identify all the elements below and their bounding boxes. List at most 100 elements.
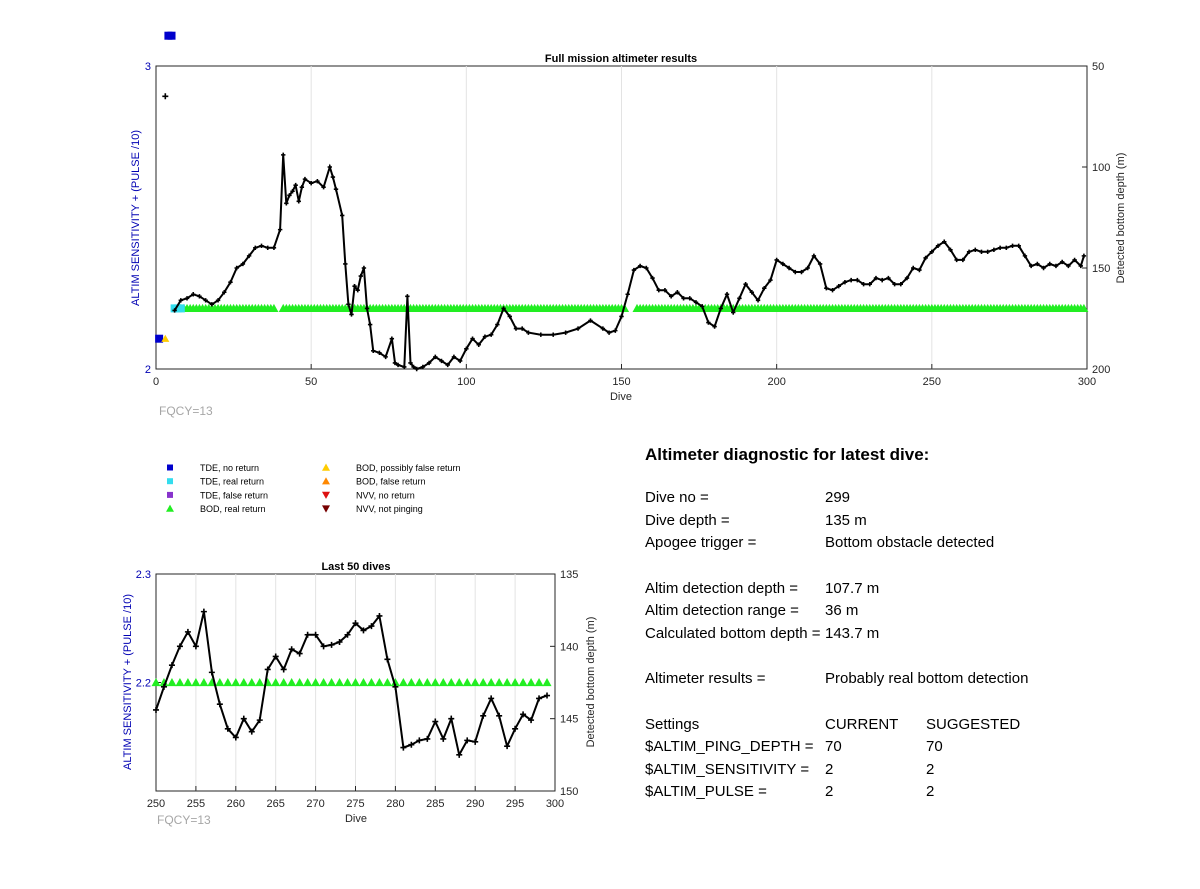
top-right-y-ticks: 50 100 150 200 [1082, 61, 1110, 376]
settings-header: Settings [645, 715, 700, 733]
depth-point [344, 631, 351, 638]
detection-range-value: 36 m [825, 602, 859, 619]
depth-point [240, 261, 246, 267]
depth-point [929, 249, 935, 255]
dive-depth-row: Dive depth = 135 m [645, 510, 1185, 533]
depth-point [340, 213, 345, 218]
y-right-tick-label: 200 [1092, 364, 1110, 376]
legend-marker [166, 504, 174, 512]
bod-real-marker [470, 678, 480, 687]
status-marker [155, 334, 164, 343]
top-x-ticks: 0 50 100 150 200 250 300 [153, 364, 1096, 388]
status-marker [162, 93, 169, 100]
depth-point [176, 643, 183, 650]
bod-real-marker [1079, 303, 1089, 312]
dive-no-row: Dive no = 299 [645, 487, 1185, 510]
depth-point [192, 643, 199, 650]
depth-point [259, 243, 264, 248]
depth-point [389, 336, 395, 341]
depth-point [482, 334, 488, 339]
depth-point [973, 247, 978, 253]
depth-point [315, 178, 320, 184]
depth-point [299, 185, 305, 190]
bod-real-marker [223, 678, 233, 687]
bod-real-marker [191, 678, 201, 687]
current-header: CURRENT [825, 715, 899, 733]
depth-point [520, 711, 527, 718]
depth-point [1041, 265, 1046, 271]
depth-point [613, 328, 618, 333]
diagnostic-panel: Altimeter diagnostic for latest dive: Di… [645, 445, 1185, 804]
depth-point [1081, 253, 1087, 259]
depth-point [861, 281, 866, 287]
legend-marker [167, 478, 173, 485]
depth-point [979, 249, 984, 255]
depth-point [302, 176, 308, 182]
depth-point [216, 701, 223, 708]
depth-point [308, 180, 314, 186]
x-tick-label: 285 [426, 798, 444, 810]
bod-real-marker [279, 678, 289, 687]
depth-point [793, 269, 798, 275]
depth-point [349, 312, 354, 317]
depth-point [160, 683, 167, 690]
depth-point [208, 669, 215, 676]
bottom-markers [151, 678, 552, 687]
apogee-value: Bottom obstacle detected [825, 534, 995, 551]
depth-point [650, 275, 655, 281]
depth-point [942, 239, 947, 244]
bod-real-marker [414, 678, 424, 687]
depth-point [330, 174, 336, 180]
depth-point [172, 308, 177, 313]
depth-point [544, 692, 551, 699]
apogee-row: Apogee trigger = Bottom obstacle detecte… [645, 532, 1185, 555]
bottom-x-axis-label: Dive [345, 813, 367, 825]
depth-point [178, 298, 184, 303]
bod-real-marker [534, 678, 544, 687]
depth-point [526, 330, 531, 335]
legend-marker [167, 464, 173, 471]
setting-row: $ALTIM_SENSITIVITY = 2 2 [645, 759, 1185, 782]
status-marker [167, 31, 176, 40]
depth-point [743, 281, 748, 287]
depth-point [619, 314, 624, 319]
depth-point [873, 275, 879, 281]
depth-point [433, 354, 438, 360]
depth-point [264, 666, 271, 673]
bod-real-marker [335, 678, 345, 687]
bod-real-marker [199, 678, 209, 687]
y-right-tick-label: 50 [1092, 61, 1104, 73]
setting-current: 2 [825, 760, 834, 778]
depth-point [960, 257, 966, 263]
bod-real-marker [183, 678, 193, 687]
depth-point [408, 741, 415, 748]
x-tick-label: 265 [267, 798, 285, 810]
x-tick-label: 150 [612, 376, 630, 388]
depth-point [811, 253, 817, 259]
top-left-y-axis-label: ALTIM SENSITIVITY + (PULSE /10) [130, 130, 142, 306]
y-right-tick-label: 135 [560, 569, 578, 581]
depth-point [408, 360, 413, 366]
depth-point [504, 743, 511, 750]
depth-point [312, 631, 319, 638]
depth-point [637, 263, 643, 269]
depth-point [768, 277, 773, 283]
depth-point [774, 257, 779, 263]
depth-point [886, 275, 891, 281]
depth-point [392, 360, 398, 366]
depth-point [867, 281, 872, 287]
depth-point [296, 199, 301, 204]
depth-point [367, 322, 373, 327]
depth-point [480, 712, 487, 719]
detection-depth-value: 107.7 m [825, 579, 880, 597]
depth-point [712, 324, 717, 329]
depth-point [536, 695, 543, 702]
bod-real-marker [311, 678, 321, 687]
bod-real-marker [269, 303, 279, 312]
bod-real-marker [390, 678, 400, 687]
bottom-x-ticks: 250 255 260 265 270 275 280 285 290 295 300 [147, 786, 564, 810]
bod-real-marker [406, 678, 416, 687]
depth-point [762, 286, 767, 291]
y-right-tick-label: 150 [560, 786, 578, 798]
